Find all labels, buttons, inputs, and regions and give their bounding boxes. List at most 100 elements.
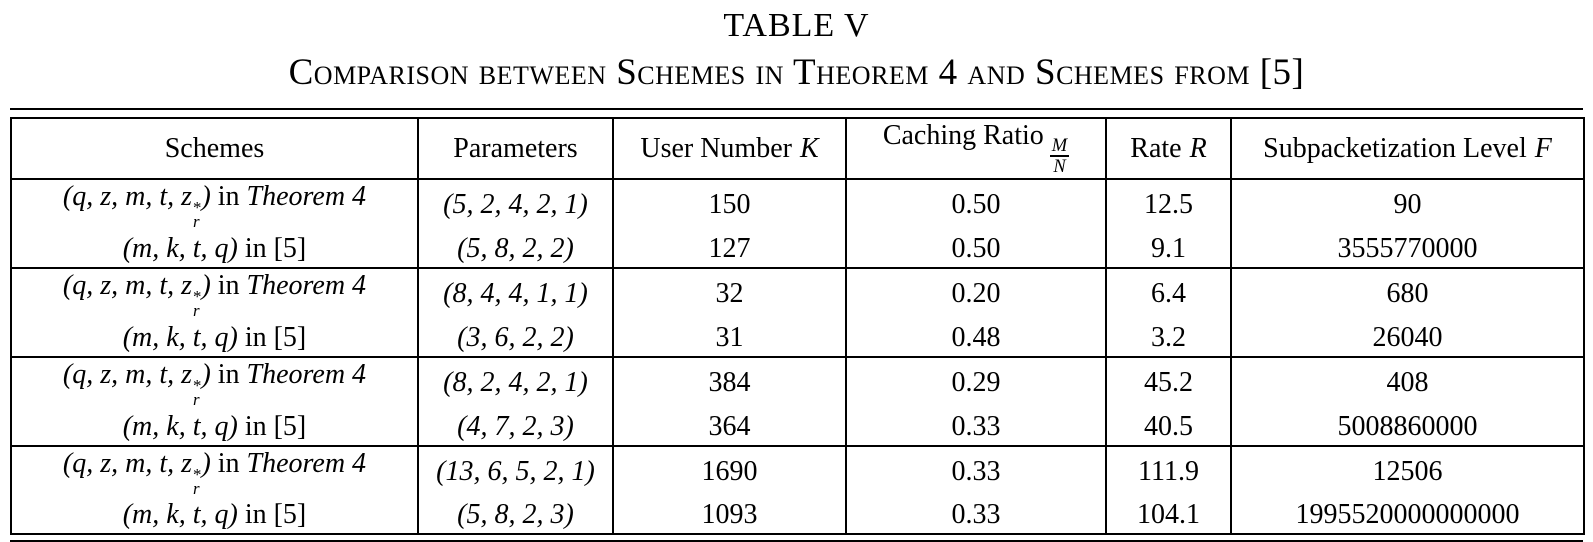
user-number-cell: 32 [612, 266, 847, 320]
table-wrapper: Schemes Parameters User Number K Caching … [10, 108, 1585, 542]
header-subpacketization-label: Subpacketization Level [1263, 132, 1527, 164]
z-subscript: r [193, 212, 200, 231]
scheme-cell: (q, z, m, t, z * r) in Theorem 4 [10, 266, 419, 320]
params-cell: (8, 2, 4, 2, 1) [417, 355, 614, 409]
theorem-ref: Theorem 4 [246, 358, 367, 390]
subpacketization-cell: 1995520000000000 [1230, 497, 1585, 536]
scheme-cell: (m, k, t, q) in [5] [10, 497, 419, 536]
subpacketization-cell: 12506 [1230, 444, 1585, 498]
theorem-ref: Theorem 4 [246, 447, 367, 479]
scheme-cell: (m, k, t, q) in [5] [10, 319, 419, 357]
comparison-table: Schemes Parameters User Number K Caching … [10, 117, 1585, 536]
caching-ratio-cell: 0.20 [845, 266, 1107, 320]
in-connector: in [244, 499, 267, 531]
rate-cell: 12.5 [1105, 177, 1232, 231]
theorem-tuple: (q, z, m, t, z [62, 447, 193, 479]
caching-ratio-cell: 0.33 [845, 408, 1107, 446]
rate-cell: 6.4 [1105, 266, 1232, 320]
scheme-cell: (m, k, t, q) in [5] [10, 408, 419, 446]
z-superscript: * [193, 464, 202, 484]
in-connector: in [217, 358, 240, 390]
subpacketization-cell: 90 [1230, 177, 1585, 231]
row-ref5-group3: (m, k, t, q) in [5] (4, 7, 2, 3) 364 0.33 … [10, 408, 1585, 446]
z-star-r-script: * r [193, 377, 201, 409]
ref5-citation: [5] [273, 410, 307, 442]
rate-cell: 104.1 [1105, 497, 1232, 536]
scheme-cell: (q, z, m, t, z * r) in Theorem 4 [10, 444, 419, 498]
caching-ratio-cell: 0.29 [845, 355, 1107, 409]
header-caching-ratio: Caching Ratio M N [845, 117, 1107, 180]
theorem-tuple: (q, z, m, t, z [62, 269, 193, 301]
table-number-title: TABLE V [723, 7, 870, 44]
in-connector: in [244, 321, 267, 353]
ref5-citation: [5] [273, 499, 307, 531]
header-schemes-label: Schemes [164, 132, 265, 164]
in-connector: in [217, 447, 240, 479]
top-double-rule [10, 108, 1583, 111]
subpacketization-cell: 5008860000 [1230, 408, 1585, 446]
params-cell: (8, 4, 4, 1, 1) [417, 266, 614, 320]
row-ref5-group2: (m, k, t, q) in [5] (3, 6, 2, 2) 31 0.48 3… [10, 319, 1585, 357]
theorem-tuple-close: ) [201, 269, 211, 301]
caching-ratio-cell: 0.48 [845, 319, 1107, 357]
caching-ratio-cell: 0.50 [845, 230, 1107, 268]
params-cell: (4, 7, 2, 3) [417, 408, 614, 446]
header-subpacketization: Subpacketization Level F [1230, 117, 1585, 180]
z-star-r-script: * r [193, 287, 202, 320]
row-theorem4-group1: (q, z, m, t, z * r) in Theorem 4 (5, 2, 4, 2… [10, 177, 1585, 231]
z-subscript: r [193, 390, 200, 409]
params-cell: (3, 6, 2, 2) [417, 319, 614, 357]
theorem-tuple: (q, z, m, t, z [62, 358, 193, 390]
z-superscript: * [193, 287, 202, 307]
user-number-cell: 150 [612, 177, 847, 231]
ref5-tuple: (m, k, t, q) [122, 410, 238, 442]
user-number-cell: 1093 [612, 497, 847, 536]
scheme-cell: (q, z, m, t, z * r) in Theorem 4 [10, 355, 419, 409]
header-caching-ratio-label: Caching Ratio [882, 120, 1044, 152]
theorem-tuple: (q, z, m, t, z [62, 180, 193, 212]
header-rate-label: Rate [1130, 132, 1182, 164]
z-superscript: * [193, 198, 202, 218]
in-connector: in [217, 269, 240, 301]
ref5-tuple: (m, k, t, q) [122, 321, 238, 353]
params-cell: (5, 8, 2, 2) [417, 230, 614, 268]
theorem-ref: Theorem 4 [246, 180, 367, 212]
row-ref5-group4: (m, k, t, q) in [5] (5, 8, 2, 3) 1093 0.33… [10, 497, 1585, 536]
ref5-citation: [5] [273, 232, 307, 264]
frac-numerator-M: M [1049, 135, 1070, 158]
in-connector: in [244, 232, 267, 264]
row-theorem4-group4: (q, z, m, t, z * r) in Theorem 4 (13, 6, 5, … [10, 444, 1585, 498]
user-number-cell: 127 [612, 230, 847, 268]
header-user-number: User Number K [612, 117, 847, 180]
params-cell: (5, 2, 4, 2, 1) [417, 177, 614, 231]
header-rate: Rate R [1105, 117, 1232, 180]
var-K: K [799, 132, 819, 164]
ref5-tuple: (m, k, t, q) [122, 499, 238, 531]
rate-cell: 45.2 [1105, 355, 1232, 409]
user-number-cell: 384 [612, 355, 847, 409]
subpacketization-cell: 408 [1230, 355, 1585, 409]
ref5-citation: [5] [273, 321, 307, 353]
row-ref5-group1: (m, k, t, q) in [5] (5, 8, 2, 2) 127 0.50 … [10, 230, 1585, 268]
subpacketization-cell: 680 [1230, 266, 1585, 320]
z-star-r-script: * r [193, 198, 202, 231]
z-subscript: r [193, 479, 200, 498]
z-subscript: r [193, 301, 200, 320]
scheme-cell: (q, z, m, t, z * r) in Theorem 4 [10, 177, 419, 231]
ref5-tuple: (m, k, t, q) [122, 232, 238, 264]
params-cell: (13, 6, 5, 2, 1) [417, 444, 614, 498]
header-row: Schemes Parameters User Number K Caching … [10, 117, 1585, 180]
var-F: F [1534, 132, 1552, 164]
table-caption: Comparison between Schemes in Theorem 4 … [288, 52, 1305, 94]
row-theorem4-group2: (q, z, m, t, z * r) in Theorem 4 (8, 4, 4, 1… [10, 266, 1585, 320]
user-number-cell: 364 [612, 408, 847, 446]
var-R: R [1189, 132, 1207, 164]
frac-denominator-N: N [1053, 156, 1066, 177]
scheme-cell: (m, k, t, q) in [5] [10, 230, 419, 268]
caching-ratio-cell: 0.33 [845, 497, 1107, 536]
user-number-cell: 1690 [612, 444, 847, 498]
caching-ratio-cell: 0.33 [845, 444, 1107, 498]
rate-cell: 111.9 [1105, 444, 1232, 498]
subpacketization-cell: 26040 [1230, 319, 1585, 357]
